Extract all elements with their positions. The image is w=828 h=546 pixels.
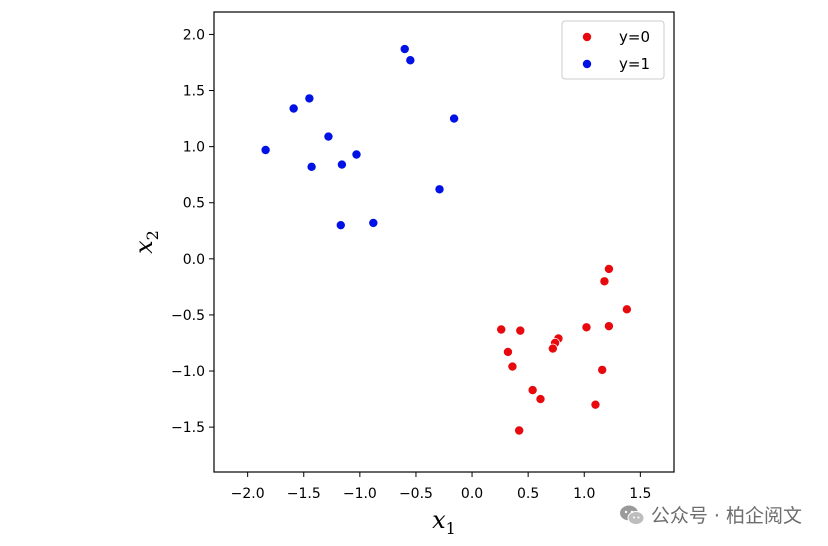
data-point-y0 xyxy=(603,263,614,274)
plot-frame xyxy=(213,11,675,473)
data-point-y1 xyxy=(405,55,416,66)
x-tick-label: 1.5 xyxy=(629,486,651,502)
data-point-y0 xyxy=(514,425,525,436)
data-point-y0 xyxy=(496,324,507,335)
legend-marker-y1 xyxy=(582,59,592,69)
legend: y=0 y=1 xyxy=(561,20,665,80)
x-tick-label: 1.0 xyxy=(573,486,595,502)
data-point-y0 xyxy=(547,343,558,354)
data-point-y1 xyxy=(351,149,362,160)
data-point-y1 xyxy=(368,217,379,228)
data-point-y0 xyxy=(603,321,614,332)
x-axis-label: x1 xyxy=(432,506,456,538)
y-axis-label: x2 xyxy=(130,230,162,254)
x-tick-label: −0.5 xyxy=(399,486,433,502)
data-point-y1 xyxy=(434,184,445,195)
data-point-y1 xyxy=(323,131,334,142)
data-point-y0 xyxy=(527,385,538,396)
data-point-y1 xyxy=(306,161,317,172)
y-tick-label: 0.0 xyxy=(183,252,205,268)
x-tick-label: −1.0 xyxy=(343,486,377,502)
x-tick-label: −1.5 xyxy=(287,486,321,502)
legend-label-y1: y=1 xyxy=(619,55,650,73)
data-points xyxy=(260,44,632,436)
data-point-y1 xyxy=(304,93,315,104)
y-tick-label: 0.5 xyxy=(183,196,205,212)
data-point-y0 xyxy=(535,394,546,405)
data-point-y0 xyxy=(502,346,513,357)
y-tick-label: −1.0 xyxy=(171,364,205,380)
legend-label-y0: y=0 xyxy=(619,28,650,46)
x-tick-label: 0.5 xyxy=(517,486,539,502)
legend-marker-y0 xyxy=(582,32,592,42)
y-tick-label: 1.5 xyxy=(183,84,205,100)
data-point-y1 xyxy=(335,220,346,231)
data-point-y0 xyxy=(599,276,610,287)
y-tick-label: −0.5 xyxy=(171,308,205,324)
x-tick-label: −2.0 xyxy=(231,486,265,502)
y-tick-label: 2.0 xyxy=(183,27,205,43)
y-tick-label: −1.5 xyxy=(171,420,205,436)
y-axis-ticks: 2.0 1.5 1.0 0.5 0.0 −0.5 −1.0 −1.5 xyxy=(171,27,214,436)
data-point-y1 xyxy=(288,103,299,114)
data-point-y0 xyxy=(507,361,518,372)
data-point-y1 xyxy=(449,113,460,124)
data-point-y1 xyxy=(260,144,271,155)
x-tick-label: 0.0 xyxy=(461,486,483,502)
data-point-y0 xyxy=(597,364,608,375)
x-axis-ticks: −2.0 −1.5 −1.0 −0.5 0.0 0.5 1.0 1.5 xyxy=(231,472,651,502)
y-tick-label: 1.0 xyxy=(183,140,205,156)
data-point-y1 xyxy=(336,159,347,170)
watermark-text: 公众号 · 柏企阅文 xyxy=(650,505,802,527)
data-point-y0 xyxy=(581,322,592,333)
wechat-icon xyxy=(619,505,645,525)
data-point-y0 xyxy=(590,399,601,410)
data-point-y0 xyxy=(621,304,632,315)
watermark: 公众号 · 柏企阅文 xyxy=(619,501,802,528)
data-point-y1 xyxy=(399,44,410,55)
data-point-y0 xyxy=(515,325,526,336)
